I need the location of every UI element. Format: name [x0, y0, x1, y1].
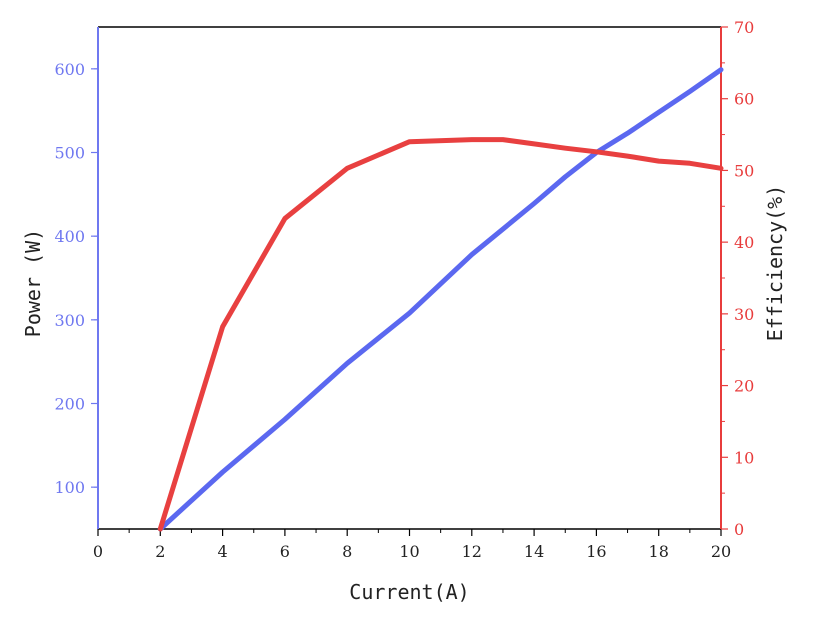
- left-y-tick-label: 400: [54, 227, 85, 246]
- series-lines: [157, 67, 724, 532]
- x-tick-label: 18: [649, 542, 669, 561]
- left-y-tick-label: 600: [54, 60, 85, 79]
- x-tick-label: 4: [218, 542, 228, 561]
- right-y-tick-label: 20: [734, 377, 754, 396]
- axes: 0 2 4 6 8 10 12 14 16 18 20 100 200 300 400 500 600 0 10 20…: [54, 18, 754, 561]
- left-y-tick-label: 500: [54, 144, 85, 163]
- efficiency-series-line: [157, 137, 724, 532]
- right-y-tick-label: 40: [734, 233, 754, 252]
- right-y-tick-label: 60: [734, 90, 754, 109]
- right-y-tick-label: 30: [734, 305, 754, 324]
- x-tick-label: 6: [280, 542, 290, 561]
- left-y-tick-label: 100: [54, 478, 85, 497]
- right-y-tick-label: 70: [734, 18, 754, 37]
- right-y-axis-title: Efficiency(%): [763, 185, 787, 342]
- x-tick-label: 0: [93, 542, 103, 561]
- left-y-tick-label: 200: [54, 395, 85, 414]
- power-series-line: [157, 67, 724, 532]
- left-y-axis-title: Power (W): [21, 229, 45, 337]
- x-axis-title: Current(A): [349, 580, 469, 604]
- x-tick-label: 14: [524, 542, 544, 561]
- right-y-tick-label: 0: [734, 520, 744, 539]
- x-tick-label: 8: [342, 542, 352, 561]
- right-y-tick-label: 10: [734, 448, 754, 467]
- right-y-tick-label: 50: [734, 161, 754, 180]
- x-tick-label: 16: [586, 542, 606, 561]
- x-tick-label: 20: [711, 542, 731, 561]
- x-tick-label: 12: [462, 542, 482, 561]
- left-y-tick-label: 300: [54, 311, 85, 330]
- x-tick-label: 2: [155, 542, 165, 561]
- x-tick-label: 10: [399, 542, 419, 561]
